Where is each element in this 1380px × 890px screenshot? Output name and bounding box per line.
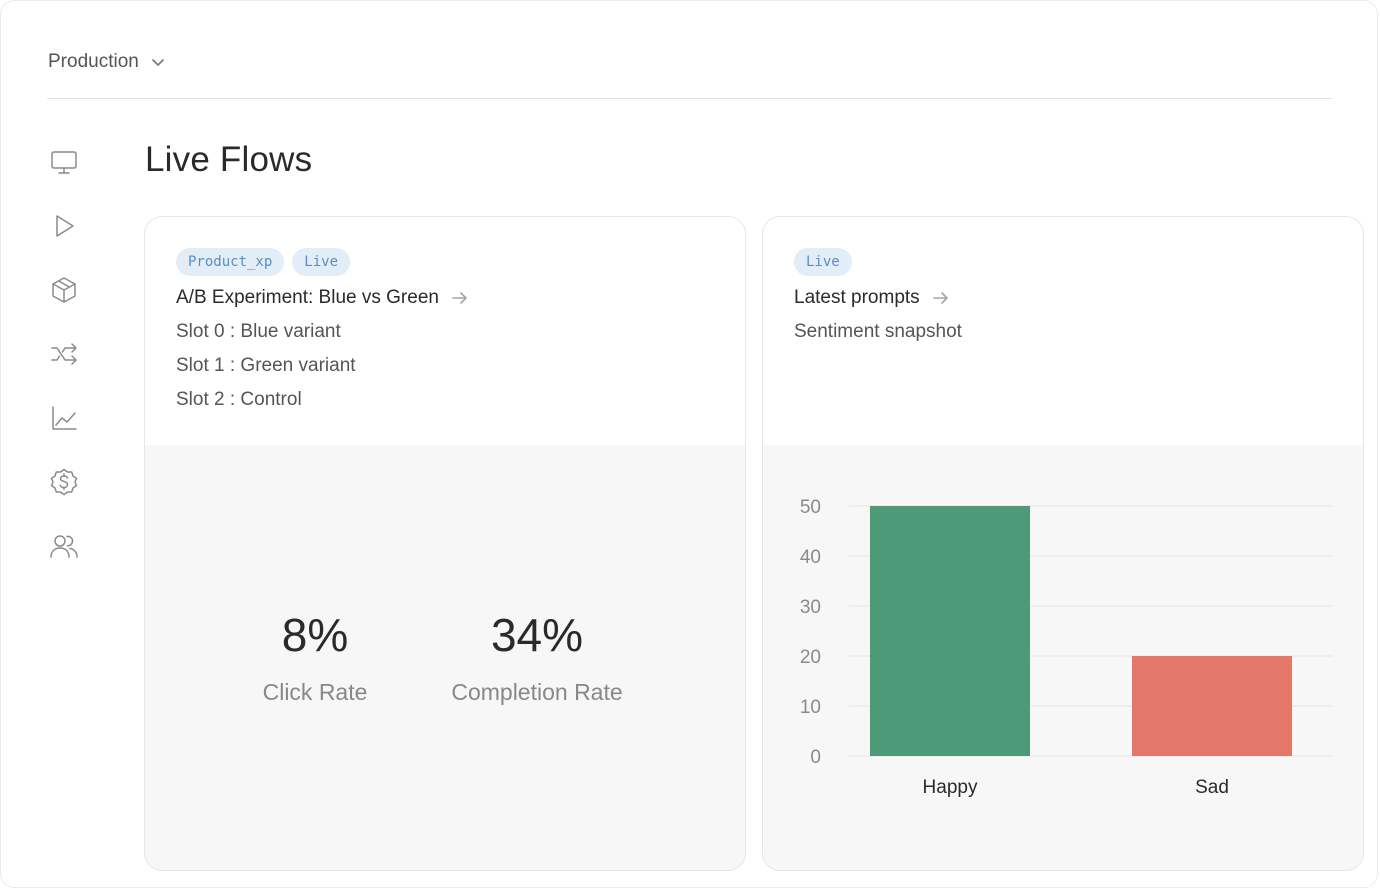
metric-value: 8% bbox=[281, 609, 349, 661]
line-chart-icon bbox=[52, 406, 77, 430]
metric-value: 34% bbox=[490, 609, 584, 661]
monitor-icon bbox=[51, 151, 77, 174]
box-icon bbox=[52, 277, 76, 303]
sidebar bbox=[46, 144, 82, 592]
flow-title: Latest prompts bbox=[794, 287, 920, 308]
arrow-right-icon bbox=[932, 292, 948, 304]
bar-sad[interactable] bbox=[1132, 656, 1292, 756]
slot-line: Slot 0 : Blue variant bbox=[176, 321, 341, 342]
header-divider bbox=[47, 98, 1332, 99]
environment-selector[interactable]: Production bbox=[48, 48, 167, 76]
sidebar-item-users[interactable] bbox=[46, 528, 82, 564]
card-header: Live Latest prompts Sentiment snapshot bbox=[763, 217, 1363, 445]
card-header: Product_xp Live A/B Experiment: Blue vs … bbox=[145, 217, 745, 445]
metric-completion-rate: 34% Completion Rate bbox=[437, 609, 637, 706]
tag-list: Product_xp Live bbox=[176, 248, 351, 276]
dollar-badge-icon bbox=[50, 468, 78, 496]
users-icon bbox=[50, 535, 78, 558]
flow-title: A/B Experiment: Blue vs Green bbox=[176, 287, 439, 308]
sidebar-item-box[interactable] bbox=[46, 272, 82, 308]
page-title: Live Flows bbox=[145, 140, 313, 179]
flow-card-latest-prompts: Live Latest prompts Sentiment snapshot 0… bbox=[762, 216, 1364, 871]
flow-subtitle: Sentiment snapshot bbox=[794, 321, 962, 342]
flow-title-link[interactable]: A/B Experiment: Blue vs Green bbox=[176, 287, 469, 309]
slot-line: Slot 2 : Control bbox=[176, 389, 302, 410]
shuffle-icon bbox=[51, 343, 77, 365]
chevron-down-icon bbox=[152, 59, 164, 66]
bar-happy[interactable] bbox=[870, 506, 1030, 756]
flow-title-link[interactable]: Latest prompts bbox=[794, 287, 950, 309]
x-tick-label: Happy bbox=[923, 777, 978, 798]
y-tick-label: 50 bbox=[800, 497, 821, 518]
sidebar-item-play[interactable] bbox=[46, 208, 82, 244]
metric-label: Completion Rate bbox=[451, 679, 623, 705]
y-tick-label: 30 bbox=[800, 597, 821, 618]
flow-card-ab-experiment: Product_xp Live A/B Experiment: Blue vs … bbox=[144, 216, 746, 871]
tag-list: Live bbox=[794, 248, 852, 276]
environment-label: Production bbox=[48, 51, 139, 72]
sidebar-item-billing[interactable] bbox=[46, 464, 82, 500]
tag-live: Live bbox=[794, 248, 852, 276]
y-tick-label: 10 bbox=[800, 697, 821, 718]
card-metrics-panel bbox=[145, 445, 745, 870]
sidebar-item-monitor[interactable] bbox=[46, 144, 82, 180]
sidebar-item-analytics[interactable] bbox=[46, 400, 82, 436]
tag-product-xp: Product_xp bbox=[176, 248, 285, 276]
metric-label: Click Rate bbox=[262, 679, 368, 705]
sentiment-bar-chart: 0 10 20 30 40 50 Happy Sad bbox=[800, 497, 1333, 798]
metric-click-rate: 8% Click Rate bbox=[245, 609, 385, 706]
y-tick-label: 0 bbox=[810, 747, 821, 768]
x-tick-label: Sad bbox=[1195, 777, 1229, 798]
sidebar-item-flows[interactable] bbox=[46, 336, 82, 372]
slot-line: Slot 1 : Green variant bbox=[176, 355, 356, 376]
tag-live: Live bbox=[292, 248, 351, 276]
arrow-right-icon bbox=[452, 292, 467, 304]
play-icon bbox=[56, 215, 74, 237]
y-tick-label: 20 bbox=[800, 647, 821, 668]
y-tick-label: 40 bbox=[800, 547, 821, 568]
